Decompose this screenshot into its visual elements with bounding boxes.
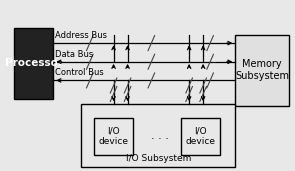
Text: I/O
device: I/O device <box>99 127 129 146</box>
Text: Memory
Subsystem: Memory Subsystem <box>235 60 289 81</box>
Bar <box>81 104 235 167</box>
Bar <box>94 118 133 155</box>
Bar <box>181 118 220 155</box>
Text: I/O
device: I/O device <box>185 127 215 146</box>
Bar <box>235 35 289 106</box>
Text: Address Bus: Address Bus <box>55 31 107 40</box>
Text: Control Bus: Control Bus <box>55 68 104 77</box>
Text: I/O Subsystem: I/O Subsystem <box>126 154 191 163</box>
Bar <box>14 28 53 99</box>
Text: Data Bus: Data Bus <box>55 50 93 59</box>
Text: . . .: . . . <box>151 130 169 141</box>
Text: Processor: Processor <box>5 58 63 68</box>
